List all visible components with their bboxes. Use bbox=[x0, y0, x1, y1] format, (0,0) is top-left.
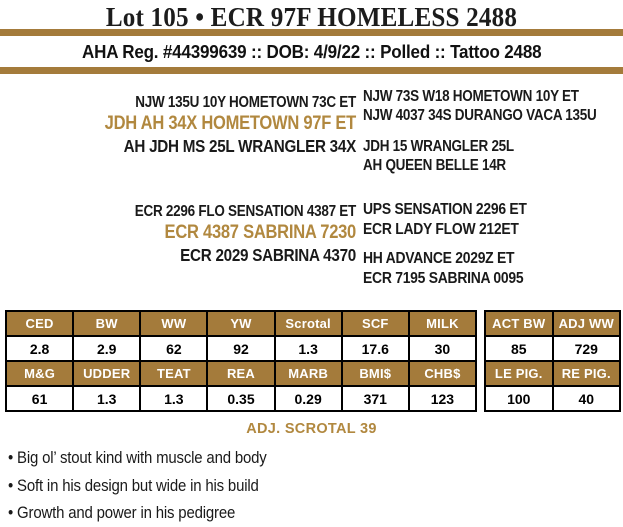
performance-tables: CED BW WW YW Scrotal SCF MILK 2.8 2.9 62… bbox=[0, 310, 623, 412]
epd-value-cell: 1.3 bbox=[273, 335, 343, 362]
epd-header-cell: CED bbox=[4, 310, 75, 337]
adj-scrotal-label: ADJ. SCROTAL 39 bbox=[246, 421, 377, 437]
epd-value-cell: 1.3 bbox=[139, 385, 209, 412]
weights-header-row: ACT BW ADJ WW bbox=[484, 310, 621, 337]
ancestor-line: AH QUEEN BELLE 14R bbox=[363, 157, 506, 174]
ancestor-line: JDH 15 WRANGLER 25L bbox=[363, 138, 514, 155]
epd-header-cell: REA bbox=[206, 360, 276, 387]
weights-header-cell: RE PIG. bbox=[551, 360, 621, 387]
divider-bar-bottom bbox=[0, 67, 623, 74]
note-bullet: Big ol’ stout kind with muscle and body bbox=[8, 444, 549, 472]
weights-header-cell: ACT BW bbox=[484, 310, 554, 337]
weights-value-row: 100 40 bbox=[484, 385, 621, 412]
epd-value-cell: 2.8 bbox=[4, 335, 75, 362]
ancestor-line: NJW 73S W18 HOMETOWN 10Y ET bbox=[363, 88, 579, 105]
sire-ancestors-column: NJW 73S W18 HOMETOWN 10Y ET NJW 4037 34S… bbox=[356, 87, 623, 175]
dam-ancestors-column: UPS SENSATION 2296 ET ECR LADY FLOW 212E… bbox=[356, 200, 623, 289]
catalog-page: Lot 105 • ECR 97F HOMELESS 2488 AHA Reg.… bbox=[0, 0, 623, 515]
note-bullet: Soft in his design but wide in his build bbox=[8, 472, 549, 500]
epd-header-cell: WW bbox=[139, 310, 209, 337]
ancestor-line: NJW 4037 34S DURANGO VACA 135U bbox=[363, 107, 597, 124]
epd-header-cell: BMI$ bbox=[340, 360, 410, 387]
weights-value-row: 85 729 bbox=[484, 335, 621, 362]
epd-value-cell: 1.3 bbox=[72, 385, 142, 412]
epd-header-cell: TEAT bbox=[139, 360, 209, 387]
dam-pedigree-group: ECR 2296 FLO SENSATION 4387 ET ECR 4387 … bbox=[0, 200, 623, 289]
weights-value-cell: 85 bbox=[484, 335, 554, 362]
registration-text: AHA Reg. #44399639 :: DOB: 4/9/22 :: Pol… bbox=[81, 40, 542, 62]
note-bullet: Growth and power in his pedigree bbox=[8, 499, 549, 527]
epd-value-cell: 92 bbox=[206, 335, 276, 362]
epd-value-cell: 17.6 bbox=[340, 335, 410, 362]
epd-header-cell: BW bbox=[72, 310, 142, 337]
ancestor-line: UPS SENSATION 2296 ET bbox=[363, 201, 527, 218]
ancestor-line: ECR LADY FLOW 212ET bbox=[363, 221, 519, 238]
epd-header-cell: SCF bbox=[340, 310, 410, 337]
epd-header-cell: UDDER bbox=[72, 360, 142, 387]
sire-grandsire-line: NJW 135U 10Y HOMETOWN 73C ET bbox=[135, 94, 356, 111]
weights-value-cell: 729 bbox=[551, 335, 621, 362]
sire-column: NJW 135U 10Y HOMETOWN 73C ET JDH AH 34X … bbox=[0, 87, 357, 175]
dam-grandsire-line: ECR 2296 FLO SENSATION 4387 ET bbox=[134, 203, 356, 220]
registration-line: AHA Reg. #44399639 :: DOB: 4/9/22 :: Pol… bbox=[0, 36, 623, 67]
dam-granddam-line: ECR 2029 SABRINA 4370 bbox=[180, 245, 356, 265]
divider-bar-top bbox=[0, 29, 623, 36]
dam-name: ECR 4387 SABRINA 7230 bbox=[164, 222, 357, 243]
epd-value-cell: 2.9 bbox=[72, 335, 142, 362]
epd-header-cell: CHB$ bbox=[407, 360, 478, 387]
sale-notes: Big ol’ stout kind with muscle and body … bbox=[8, 444, 623, 527]
weights-value-cell: 40 bbox=[551, 385, 621, 412]
epd-header-cell: MILK bbox=[407, 310, 478, 337]
epd-header-cell: YW bbox=[206, 310, 276, 337]
weights-header-cell: LE PIG. bbox=[484, 360, 554, 387]
weights-value-cell: 100 bbox=[484, 385, 554, 412]
weights-header-cell: ADJ WW bbox=[551, 310, 621, 337]
sire-name: JDH AH 34X HOMETOWN 97F ET bbox=[104, 113, 357, 134]
ancestor-line: ECR 7195 SABRINA 0095 bbox=[363, 270, 524, 287]
lot-title: Lot 105 • ECR 97F HOMELESS 2488 bbox=[105, 2, 518, 32]
epd-value-cell: 62 bbox=[139, 335, 209, 362]
epd-value-cell: 30 bbox=[407, 335, 478, 362]
epd-header-row: CED BW WW YW Scrotal SCF MILK bbox=[4, 310, 478, 337]
weights-table: ACT BW ADJ WW 85 729 LE PIG. RE PIG. 100… bbox=[484, 310, 621, 412]
sire-granddam-line: AH JDH MS 25L WRANGLER 34X bbox=[123, 136, 357, 156]
pedigree-section: NJW 135U 10Y HOMETOWN 73C ET JDH AH 34X … bbox=[0, 87, 623, 289]
epd-header-row: M&G UDDER TEAT REA MARB BMI$ CHB$ bbox=[4, 360, 478, 387]
epd-header-cell: Scrotal bbox=[273, 310, 343, 337]
dam-column: ECR 2296 FLO SENSATION 4387 ET ECR 4387 … bbox=[0, 200, 356, 289]
ancestor-line: HH ADVANCE 2029Z ET bbox=[363, 250, 515, 267]
epd-header-cell: MARB bbox=[273, 360, 343, 387]
epd-value-cell: 0.29 bbox=[273, 385, 343, 412]
sire-pedigree-group: NJW 135U 10Y HOMETOWN 73C ET JDH AH 34X … bbox=[0, 87, 623, 175]
epd-value-row: 2.8 2.9 62 92 1.3 17.6 30 bbox=[4, 335, 478, 362]
epd-value-cell: 61 bbox=[4, 385, 75, 412]
epd-header-cell: M&G bbox=[4, 360, 75, 387]
epd-value-cell: 371 bbox=[340, 385, 410, 412]
epd-value-row: 61 1.3 1.3 0.35 0.29 371 123 bbox=[4, 385, 478, 412]
weights-header-row: LE PIG. RE PIG. bbox=[484, 360, 621, 387]
epd-table: CED BW WW YW Scrotal SCF MILK 2.8 2.9 62… bbox=[4, 310, 478, 412]
epd-value-cell: 123 bbox=[407, 385, 478, 412]
epd-value-cell: 0.35 bbox=[206, 385, 276, 412]
